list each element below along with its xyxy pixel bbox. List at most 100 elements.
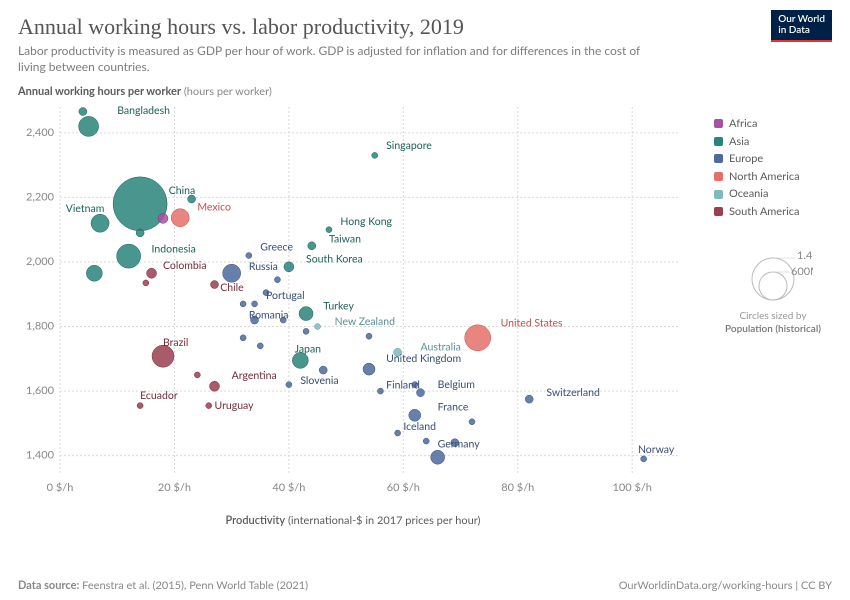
point-label[interactable]: Vietnam bbox=[66, 203, 105, 215]
point-label[interactable]: Uruguay bbox=[215, 400, 255, 412]
legend-item-asia[interactable]: Asia bbox=[714, 133, 832, 151]
data-point[interactable] bbox=[79, 108, 87, 116]
legend-label: Oceania bbox=[729, 185, 768, 203]
data-point[interactable] bbox=[377, 388, 383, 394]
point-label[interactable]: Switzerland bbox=[546, 387, 600, 399]
point-label[interactable]: Turkey bbox=[323, 301, 354, 313]
data-point[interactable] bbox=[210, 381, 220, 391]
point-label[interactable]: Singapore bbox=[386, 140, 432, 152]
data-point[interactable] bbox=[284, 262, 294, 272]
size-big-label: 1.4B bbox=[797, 249, 813, 262]
legend-item-oceania[interactable]: Oceania bbox=[714, 185, 832, 203]
logo-line2: in Data bbox=[778, 24, 810, 36]
point-label[interactable]: Ecuador bbox=[140, 390, 178, 402]
data-point[interactable] bbox=[465, 325, 491, 351]
svg-text:100 $/h: 100 $/h bbox=[612, 481, 651, 494]
legend-item-europe[interactable]: Europe bbox=[714, 150, 832, 168]
point-label[interactable]: Argentina bbox=[232, 370, 277, 382]
point-label[interactable]: Indonesia bbox=[152, 243, 196, 255]
data-point[interactable] bbox=[366, 333, 372, 339]
data-point[interactable] bbox=[171, 209, 189, 227]
point-label[interactable]: Hong Kong bbox=[340, 216, 392, 228]
data-point[interactable] bbox=[240, 335, 246, 341]
point-label[interactable]: New Zealand bbox=[335, 316, 395, 328]
data-point[interactable] bbox=[431, 450, 445, 464]
point-label[interactable]: Bangladesh bbox=[117, 105, 170, 117]
data-point[interactable] bbox=[315, 324, 321, 330]
point-label[interactable]: Colombia bbox=[163, 260, 207, 272]
data-point[interactable] bbox=[136, 229, 144, 237]
x-axis-title: Productivity (international-$ in 2017 pr… bbox=[18, 514, 688, 527]
point-label[interactable]: South Korea bbox=[306, 254, 363, 266]
data-point[interactable] bbox=[158, 213, 168, 223]
point-label[interactable]: Romania bbox=[249, 309, 289, 321]
data-point[interactable] bbox=[143, 280, 149, 286]
source-text: Feenstra et al. (2015), Penn World Table… bbox=[82, 579, 308, 592]
size-legend: 1.4B 600M Circles sized by Population (h… bbox=[714, 245, 832, 336]
point-label[interactable]: Portugal bbox=[266, 290, 305, 302]
point-label[interactable]: Finland bbox=[386, 379, 420, 391]
data-point[interactable] bbox=[86, 265, 102, 281]
point-label[interactable]: Greece bbox=[260, 242, 293, 254]
point-label[interactable]: France bbox=[438, 401, 469, 413]
point-label[interactable]: Mexico bbox=[197, 201, 231, 213]
chart-container: Annual working hours per worker (hours p… bbox=[18, 85, 832, 555]
owid-logo[interactable]: Our World in Data bbox=[771, 10, 832, 42]
legend-swatch bbox=[714, 207, 723, 216]
data-point[interactable] bbox=[319, 366, 327, 374]
data-point[interactable] bbox=[147, 268, 157, 278]
data-point[interactable] bbox=[246, 252, 252, 258]
data-point[interactable] bbox=[211, 281, 219, 289]
data-point[interactable] bbox=[372, 152, 378, 158]
data-point[interactable] bbox=[252, 301, 258, 307]
data-point[interactable] bbox=[286, 382, 292, 388]
svg-text:1,400: 1,400 bbox=[26, 449, 55, 462]
point-label[interactable]: Japan bbox=[295, 343, 322, 355]
data-point[interactable] bbox=[117, 244, 141, 268]
point-label[interactable]: Slovenia bbox=[300, 375, 338, 387]
data-point[interactable] bbox=[525, 395, 533, 403]
legend-label: Africa bbox=[729, 115, 757, 133]
data-point[interactable] bbox=[79, 116, 99, 136]
point-label[interactable]: Germany bbox=[438, 439, 481, 451]
data-point[interactable] bbox=[395, 430, 401, 436]
page-title: Annual working hours vs. labor productiv… bbox=[18, 14, 832, 40]
data-point[interactable] bbox=[274, 277, 280, 283]
legend-item-africa[interactable]: Africa bbox=[714, 115, 832, 133]
point-label[interactable]: United States bbox=[501, 318, 563, 330]
point-label[interactable]: Chile bbox=[220, 282, 244, 294]
point-label[interactable]: Norway bbox=[638, 444, 675, 456]
data-point[interactable] bbox=[206, 403, 212, 409]
data-point[interactable] bbox=[326, 227, 332, 233]
point-label[interactable]: Australia bbox=[421, 342, 461, 354]
point-label[interactable]: United Kingdom bbox=[386, 353, 461, 365]
data-point[interactable] bbox=[194, 372, 200, 378]
size-caption-pre: Circles sized by bbox=[739, 310, 806, 322]
data-point[interactable] bbox=[363, 363, 375, 375]
point-label[interactable]: Taiwan bbox=[329, 234, 361, 246]
data-point[interactable] bbox=[423, 438, 429, 444]
svg-text:2,200: 2,200 bbox=[26, 190, 55, 203]
data-point[interactable] bbox=[113, 177, 167, 231]
data-point[interactable] bbox=[641, 456, 647, 462]
data-point[interactable] bbox=[409, 409, 421, 421]
data-point[interactable] bbox=[223, 264, 241, 282]
data-point[interactable] bbox=[303, 328, 309, 334]
point-label[interactable]: Iceland bbox=[403, 421, 436, 433]
legend-item-north-america[interactable]: North America bbox=[714, 168, 832, 186]
legend-item-south-america[interactable]: South America bbox=[714, 203, 832, 221]
data-point[interactable] bbox=[240, 301, 246, 307]
scatter-plot[interactable]: 0 $/h20 $/h40 $/h60 $/h80 $/h100 $/h1,40… bbox=[60, 101, 688, 501]
data-point[interactable] bbox=[308, 242, 316, 250]
data-point[interactable] bbox=[469, 419, 475, 425]
y-axis-title-light: (hours per worker) bbox=[184, 85, 272, 98]
point-label[interactable]: Brazil bbox=[163, 337, 188, 349]
point-label[interactable]: Belgium bbox=[438, 379, 475, 391]
data-point[interactable] bbox=[299, 307, 313, 321]
data-point[interactable] bbox=[257, 343, 263, 349]
point-label[interactable]: Russia bbox=[249, 261, 278, 273]
attribution[interactable]: OurWorldinData.org/working-hours | CC BY bbox=[619, 579, 832, 592]
data-point[interactable] bbox=[91, 214, 109, 232]
point-label[interactable]: China bbox=[169, 185, 195, 197]
data-point[interactable] bbox=[137, 403, 143, 409]
